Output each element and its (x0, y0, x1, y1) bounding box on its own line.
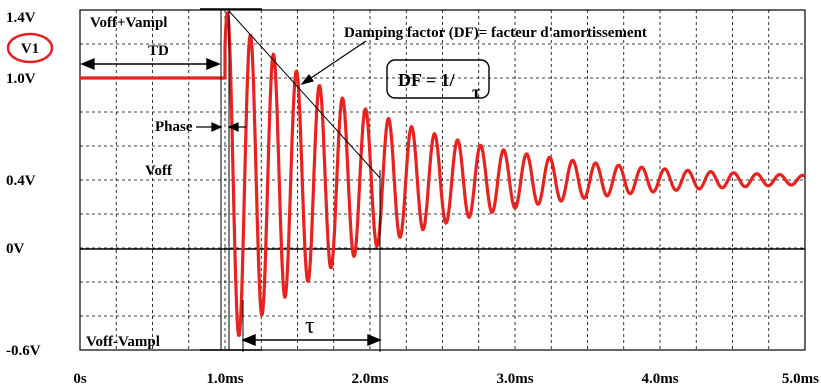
voff-vampl-label: Voff+Vampl (90, 15, 167, 31)
x-tick-label: 0s (73, 371, 87, 387)
v1-label: V1 (21, 41, 39, 57)
x-tick-label: 1.0ms (206, 371, 243, 387)
x-tick-label: 5.0ms (782, 371, 819, 387)
grid (80, 10, 805, 350)
df-formula: DF = 1/ (398, 70, 456, 90)
df-formula-box (386, 59, 490, 99)
y-tick-label: 1.0V (6, 71, 36, 87)
phase-arrow (196, 122, 246, 132)
voff-label: Voff (145, 163, 173, 179)
df-tau-symbol: τ (472, 82, 481, 102)
td-label: TD (148, 43, 169, 59)
tau-label: τ (305, 313, 315, 339)
y-tick-label: 0V (6, 241, 25, 257)
voff-minus-vampl-label: Voff-Vampl (86, 334, 160, 350)
phase-label: Phase (155, 119, 193, 135)
td-arrow (80, 57, 221, 71)
plot-frame (79, 9, 806, 351)
signal-line (80, 11, 806, 337)
damping-pointer (300, 40, 367, 86)
x-tick-label: 3.0ms (496, 371, 533, 387)
y-tick-label: -0.6V (6, 343, 41, 359)
y-tick-label: 0.4V (6, 173, 36, 189)
tau-arrow (241, 333, 382, 347)
x-tick-label: 4.0ms (641, 371, 678, 387)
y-tick-label: 1.4V (6, 10, 36, 26)
v1-circle (6, 32, 54, 64)
damping-title: Damping factor (DF)= facteur d'amortisse… (344, 25, 647, 41)
envelope-line (228, 10, 381, 179)
x-tick-label: 2.0ms (351, 371, 388, 387)
